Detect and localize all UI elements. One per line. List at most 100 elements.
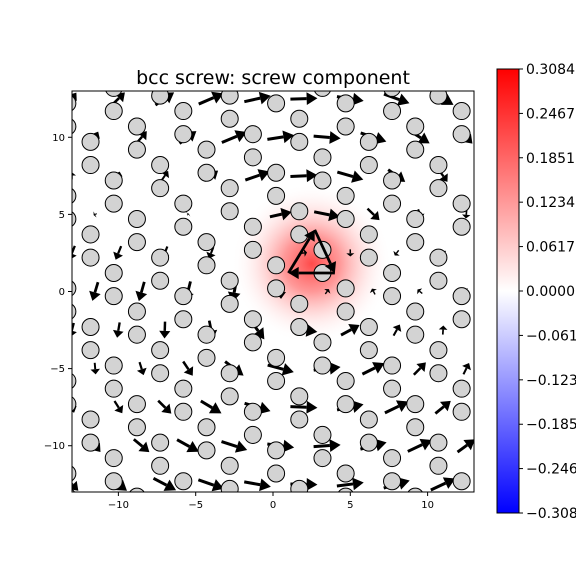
displacement-arrow [313, 131, 341, 144]
atom-marker [197, 441, 216, 460]
atom-marker [267, 348, 286, 367]
displacement-arrow [340, 324, 360, 337]
atom-marker [174, 287, 193, 306]
atom-marker [151, 179, 170, 198]
displacement-arrow [159, 321, 171, 339]
displacement-arrow [438, 325, 448, 335]
atom-marker [104, 102, 123, 121]
atom-marker [174, 310, 193, 329]
atom-marker [336, 464, 355, 483]
atom-marker [290, 479, 309, 492]
displacement-arrow [113, 400, 124, 414]
atom-marker [476, 326, 493, 343]
atom-marker [383, 263, 402, 282]
atom-marker [220, 202, 239, 221]
displacement-arrow [136, 361, 147, 376]
atom-marker [151, 248, 170, 267]
atom-marker [429, 179, 448, 198]
displacement-arrow [267, 363, 294, 376]
displacement-arrow [290, 92, 318, 106]
atom-marker [429, 433, 448, 452]
atom-marker [314, 91, 331, 97]
x-axis: −10 −5 0 5 10 [108, 492, 434, 511]
atom-marker [337, 487, 354, 492]
displacement-arrow [198, 91, 224, 106]
atom-marker [244, 496, 261, 513]
colorbar-tick-label: 0.0617 [526, 240, 575, 256]
atom-marker [243, 217, 262, 236]
atom-marker [406, 418, 425, 437]
atom-marker [383, 102, 402, 121]
displacement-arrow [384, 400, 409, 415]
atom-marker [267, 163, 286, 182]
displacement-arrow [430, 477, 456, 492]
atom-marker [197, 163, 216, 182]
atom-marker [220, 91, 239, 105]
atom-marker [174, 194, 193, 213]
atom-marker [476, 349, 493, 366]
atom-marker [72, 118, 77, 135]
atom-marker [429, 91, 448, 105]
atom-marker [220, 387, 239, 406]
atom-marker [127, 325, 146, 344]
x-tick-label: −10 [108, 500, 129, 511]
atom-marker [127, 302, 146, 321]
atom-marker [313, 148, 332, 167]
colorbar-tick-label: −0.2467 [526, 462, 576, 478]
atom-marker [197, 140, 216, 159]
atom-marker [406, 117, 425, 136]
core-triangle-arrow [313, 229, 337, 273]
atom-marker [359, 156, 378, 175]
atom-marker [197, 325, 216, 344]
atom-marker [220, 479, 239, 492]
chart-title: bcc screw: screw component [136, 67, 410, 89]
atom-marker [359, 225, 378, 244]
atom-marker [313, 449, 332, 468]
atom-marker [290, 109, 309, 128]
atom-marker [336, 371, 355, 390]
displacement-arrow [72, 92, 77, 102]
atom-marker [476, 234, 493, 251]
atom-marker [476, 164, 493, 181]
atom-marker [104, 171, 123, 190]
atom-marker [429, 156, 448, 175]
atom-marker [452, 310, 471, 329]
atom-marker [104, 449, 123, 468]
displacement-arrow [89, 281, 101, 301]
displacement-arrow [369, 288, 377, 295]
atom-marker [359, 132, 378, 151]
atom-marker [72, 280, 77, 297]
atom-marker [243, 125, 262, 144]
atom-marker [104, 472, 123, 491]
atom-marker [476, 72, 493, 89]
atom-marker [220, 109, 239, 128]
atom-marker [104, 263, 123, 282]
atom-marker [104, 356, 123, 375]
displacement-arrow [200, 399, 222, 414]
atom-marker [267, 279, 286, 298]
displacement-arrow [90, 362, 100, 375]
displacement-arrow [361, 362, 385, 376]
atom-marker [452, 102, 471, 121]
atom-marker [243, 425, 262, 444]
atom-marker [151, 456, 170, 475]
displacement-arrow [221, 440, 248, 453]
displacement-arrow [72, 172, 76, 180]
core-triangle-arrow [288, 266, 335, 280]
atom-marker [220, 294, 239, 313]
atom-marker [313, 425, 332, 444]
atom-marker [336, 94, 355, 113]
atom-marker [72, 465, 77, 482]
atom-marker [105, 91, 123, 97]
atom-marker [476, 419, 493, 436]
atom-marker [313, 171, 332, 190]
atom-marker [359, 248, 378, 267]
atom-marker [359, 341, 378, 360]
x-tick-label: −5 [188, 500, 203, 511]
atom-marker [174, 102, 193, 121]
colorbar-tick-label: 0.1234 [526, 195, 575, 211]
atom-marker [406, 325, 425, 344]
atom-marker [174, 125, 193, 144]
displacement-arrow [412, 362, 426, 376]
atom-marker [174, 472, 193, 491]
